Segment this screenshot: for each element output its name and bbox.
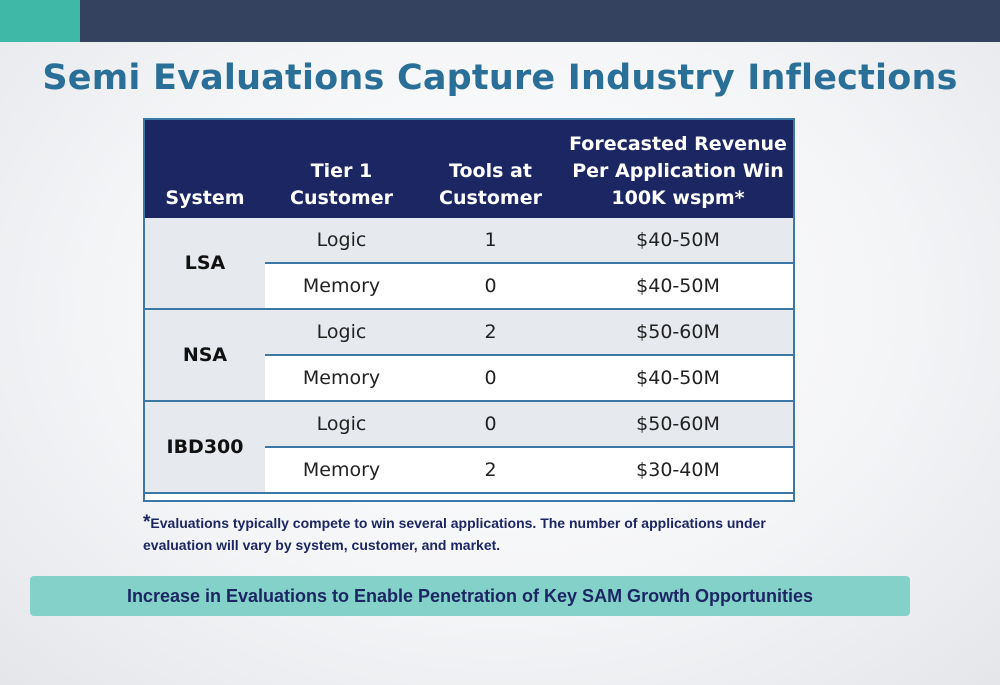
tools-cell: 1 [484,229,497,251]
tools-cell: 0 [484,413,497,435]
top-accent-bar [0,0,80,42]
customer-cell: Logic [316,229,367,251]
evaluations-table: System Tier 1 Customer Tools at Customer… [143,118,795,502]
customer-cell: Memory [302,367,381,389]
revenue-cell: $40-50M [636,275,720,297]
table-row: Logic 1 $40-50M [265,218,793,264]
header-forecasted-revenue: Forecasted Revenue Per Application Win 1… [569,133,787,209]
customer-cell: Memory [302,459,381,481]
header-tier1-customer: Tier 1 Customer [290,160,393,209]
footnote-text: Evaluations typically compete to win sev… [143,515,766,553]
table-row: Memory 0 $40-50M [265,264,793,310]
revenue-cell: $30-40M [636,459,720,481]
footnote-star: * [143,512,151,533]
header-system: System [165,187,245,209]
table-row: Memory 0 $40-50M [265,356,793,402]
tools-cell: 0 [484,275,497,297]
customer-cell: Logic [316,413,367,435]
revenue-cell: $40-50M [636,229,720,251]
slide-title: Semi Evaluations Capture Industry Inflec… [42,58,958,98]
customer-cell: Memory [302,275,381,297]
table-header: System Tier 1 Customer Tools at Customer… [145,120,793,218]
tools-cell: 2 [484,321,497,343]
system-cell: LSA [145,218,265,310]
system-cell: IBD300 [145,402,265,494]
revenue-cell: $50-60M [636,413,720,435]
footnote: *Evaluations typically compete to win se… [143,512,783,556]
revenue-cell: $50-60M [636,321,720,343]
header-tools-at-customer: Tools at Customer [439,160,542,209]
system-cell: NSA [145,310,265,402]
table-row: Memory 2 $30-40M [265,448,793,494]
top-header-bar [80,0,1000,42]
table-row: Logic 2 $50-60M [265,310,793,356]
key-message-banner: Increase in Evaluations to Enable Penetr… [30,576,910,616]
tools-cell: 2 [484,459,497,481]
table-row: Logic 0 $50-60M [265,402,793,448]
customer-cell: Logic [316,321,367,343]
tools-cell: 0 [484,367,497,389]
revenue-cell: $40-50M [636,367,720,389]
